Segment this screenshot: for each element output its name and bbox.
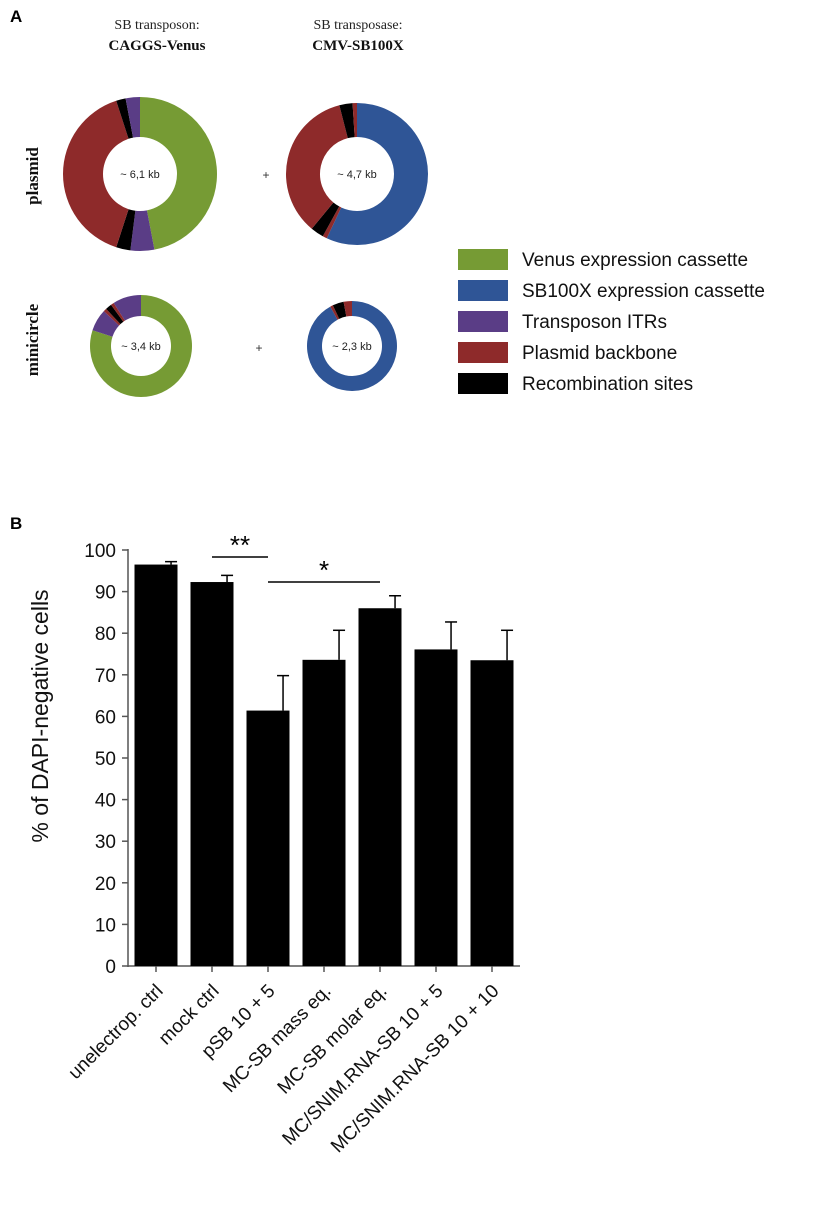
donut-label-plasmid-sb: ~ 4,7 kb <box>337 169 376 181</box>
donut-label-mc-sb: ~ 2,3 kb <box>332 341 371 353</box>
bar-mc-sb-mass-eq <box>302 659 346 966</box>
y-tick-label: 0 <box>105 957 116 978</box>
legend-label-venus-expression-cassette: Venus expression cassette <box>522 250 748 271</box>
donut-slice-transposon-itrs <box>130 210 155 251</box>
bar-mc-snim-rna-sb-10-10 <box>470 660 514 966</box>
donut-slice-plasmid-backbone <box>111 302 125 322</box>
bar-mc-sb-molar-eq <box>358 608 402 966</box>
y-axis-label: % of DAPI-negative cells <box>27 589 53 842</box>
legend-swatch-venus-expression-cassette <box>458 249 508 270</box>
donut-minicircle-venus <box>89 295 193 398</box>
donut-slice-plasmid-backbone <box>285 105 348 229</box>
y-tick-label: 70 <box>95 666 116 687</box>
bar-mock-ctrl <box>190 582 234 966</box>
bar-unelectrop-ctrl <box>134 564 178 966</box>
y-tick-label: 60 <box>95 707 116 728</box>
significance-label: * <box>319 555 329 585</box>
panel-a-letter: A <box>10 7 22 26</box>
donut-slice-venus-expression-cassette <box>140 97 218 250</box>
col2-name: CMV-SB100X <box>312 38 404 54</box>
donut-slice-plasmid-backbone <box>322 206 342 239</box>
legend-label-transposon-itrs: Transposon ITRs <box>522 312 667 333</box>
donut-slice-recombination-sites <box>339 103 355 139</box>
panel-a: A SB transposon: CAGGS-Venus SB transpos… <box>10 7 765 398</box>
donut-slice-recombination-sites <box>311 202 340 237</box>
col1-name: CAGGS-Venus <box>109 38 206 54</box>
donut-slice-plasmid-backbone <box>62 100 129 248</box>
donut-minicircle-sb100x <box>306 301 397 391</box>
legend-label-sb100x-expression-cassette: SB100X expression cassette <box>522 281 765 302</box>
legend-swatch-sb100x-expression-cassette <box>458 280 508 301</box>
col1-title: SB transposon: <box>114 18 199 33</box>
donut-slice-plasmid-backbone <box>343 301 352 317</box>
donut-label-mc-venus: ~ 3,4 kb <box>121 341 160 353</box>
donut-slice-plasmid-backbone <box>352 103 357 138</box>
donut-label-plasmid-venus: ~ 6,1 kb <box>120 169 159 181</box>
donut-slice-recombination-sites <box>332 301 347 319</box>
donut-slice-venus-expression-cassette <box>89 295 193 398</box>
significance-label: ** <box>230 530 250 560</box>
x-tick-label: unelectrop. ctrl <box>65 981 168 1084</box>
donut-slice-transposon-itrs <box>113 295 141 321</box>
y-tick-label: 20 <box>95 874 116 895</box>
donut-slice-recombination-sites <box>106 304 124 325</box>
donut-slice-recombination-sites <box>116 98 134 139</box>
y-tick-label: 80 <box>95 624 116 645</box>
panel-b: B % of DAPI-negative cells 0 10 20 30 40 50 60… <box>10 514 520 1157</box>
y-tick-label: 50 <box>95 749 116 770</box>
donut-slice-transposon-itrs <box>125 97 140 138</box>
row-label-minicircle: minicircle <box>23 303 42 376</box>
donut-slice-recombination-sites <box>116 209 136 251</box>
legend: Venus expression cassette SB100X expressi… <box>458 249 765 395</box>
donut-slice-transposon-itrs <box>92 311 120 337</box>
y-tick-label: 90 <box>95 583 116 604</box>
y-tick-label: 40 <box>95 791 116 812</box>
y-tick-label: 10 <box>95 915 116 936</box>
legend-swatch-plasmid-backbone <box>458 342 508 363</box>
plus-sign-minicircle: + <box>255 341 262 355</box>
donut-plasmid-venus <box>62 97 218 251</box>
col2-title: SB transposase: <box>313 18 402 33</box>
legend-label-plasmid-backbone: Plasmid backbone <box>522 343 677 364</box>
donut-slice-plasmid-backbone <box>330 305 340 320</box>
donut-slice-plasmid-backbone <box>103 308 121 326</box>
plus-sign-plasmid: + <box>262 168 269 182</box>
legend-swatch-transposon-itrs <box>458 311 508 332</box>
donut-slice-sb100x-expression-cassette <box>326 103 429 245</box>
legend-swatch-recombination-sites <box>458 373 508 394</box>
bar-psb-10-5 <box>246 710 290 966</box>
row-label-plasmid: plasmid <box>23 147 42 205</box>
legend-label-recombination-sites: Recombination sites <box>522 374 693 395</box>
y-tick-label: 30 <box>95 832 116 853</box>
donut-slice-sb100x-expression-cassette <box>306 301 397 391</box>
panel-b-letter: B <box>10 514 22 533</box>
y-tick-label: 100 <box>84 541 116 562</box>
donut-plasmid-sb100x <box>285 103 429 245</box>
bar-mc-snim-rna-sb-10-5 <box>414 649 458 966</box>
